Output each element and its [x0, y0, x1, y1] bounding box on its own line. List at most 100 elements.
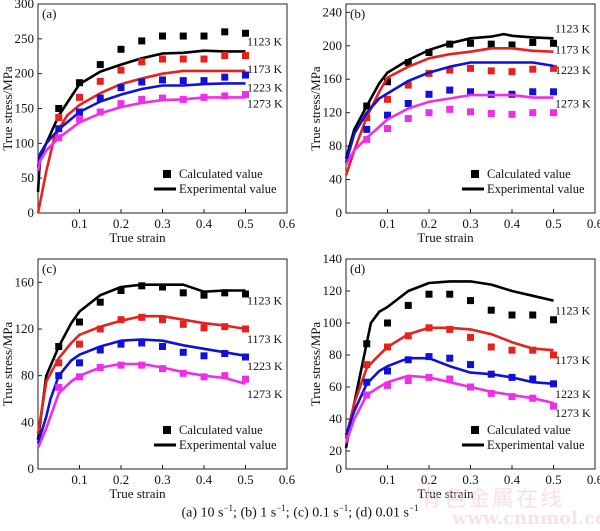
calculated-point [138, 95, 146, 103]
calculated-point [384, 111, 391, 119]
calculated-point [425, 373, 433, 381]
calculated-point [467, 64, 474, 72]
calculated-point [200, 32, 208, 40]
calculated-point [363, 391, 371, 399]
calculated-point [221, 323, 229, 331]
calculated-point [159, 283, 166, 291]
caption-sup: −1 [276, 503, 286, 513]
calculated-point [404, 59, 412, 67]
x-axis-label: True strain [109, 230, 166, 245]
legend-experimental-label: Experimental value [179, 182, 277, 196]
calculated-point [467, 297, 474, 305]
legend-calculated-label: Calculated value [487, 423, 571, 437]
calculated-point [508, 311, 516, 319]
calculated-point [55, 359, 63, 367]
calculated-point [55, 125, 63, 133]
calculated-point [425, 324, 433, 332]
caption-sup: −1 [338, 503, 349, 513]
calculated-point [179, 320, 187, 328]
x-tick-label: 0.6 [587, 216, 600, 231]
caption-sup: −1 [408, 503, 419, 513]
calculated-point [138, 78, 146, 86]
panel-label: (c) [42, 261, 56, 276]
calculated-point [550, 351, 557, 359]
calculated-point [55, 343, 63, 350]
calculated-point [117, 316, 125, 324]
y-tick-label: 120 [15, 321, 35, 336]
series-label: 1223 K [555, 63, 591, 77]
x-axis-label: True strain [417, 230, 474, 245]
calculated-point [467, 333, 474, 341]
legend-calculated-marker [471, 170, 479, 178]
calculated-point [363, 102, 371, 110]
y-tick-label: 50 [21, 170, 34, 185]
x-tick-label: 0.3 [154, 216, 170, 231]
x-tick-label: 0.6 [279, 216, 296, 231]
calculated-point [138, 282, 146, 290]
calculated-point [96, 94, 104, 102]
calculated-point [159, 365, 166, 373]
calculated-point [384, 78, 391, 86]
x-tick-label: 0.3 [462, 472, 478, 487]
calculated-point [55, 105, 63, 112]
y-axis-label: True stress/MPa [308, 322, 323, 407]
x-tick-label: 0.1 [379, 472, 395, 487]
caption-sep: ; [348, 505, 356, 521]
series-label: 1273 K [555, 406, 591, 420]
caption-part: (c) 0.1 s [293, 505, 339, 521]
x-tick-label: 0.5 [237, 216, 253, 231]
calculated-point [138, 58, 146, 66]
experimental-line [344, 32, 554, 160]
calculated-point [404, 81, 412, 89]
calculated-point [363, 125, 371, 133]
calculated-point [550, 64, 557, 72]
calculated-point [446, 40, 454, 48]
calculated-point [467, 39, 474, 47]
calculated-point [179, 289, 187, 297]
series-label: 1123 K [555, 304, 591, 318]
calculated-point [242, 353, 249, 361]
calculated-point [242, 91, 249, 99]
calculated-point [529, 346, 537, 354]
y-tick-label: 140 [323, 251, 343, 266]
series-label: 1173 K [247, 62, 283, 76]
calculated-point [384, 95, 391, 103]
calculated-point [446, 325, 454, 333]
series-label: 1223 K [247, 80, 283, 94]
calculated-point [508, 373, 516, 381]
calculated-point [117, 45, 125, 53]
caption-sep: ; [285, 505, 294, 521]
x-axis-label: True strain [109, 486, 166, 501]
series-label: 1123 K [247, 34, 283, 48]
calculated-point [200, 291, 208, 299]
y-tick-label: 0 [28, 461, 35, 476]
calculated-point [76, 318, 83, 326]
calculated-point [242, 325, 249, 333]
y-tick-label: 150 [15, 101, 35, 116]
calculated-point [159, 76, 166, 84]
experimental-line [36, 314, 246, 435]
calculated-point [529, 311, 537, 319]
calculated-point [159, 55, 166, 63]
x-axis-label: True strain [417, 486, 474, 501]
x-tick-label: 0.6 [587, 472, 600, 487]
calculated-point [550, 380, 557, 388]
calculated-point [117, 340, 125, 348]
calculated-point [404, 115, 412, 123]
calculated-point [179, 32, 187, 40]
calculated-point [404, 301, 412, 309]
calculated-point [550, 39, 557, 47]
calculated-point [487, 67, 495, 75]
series-label: 1173 K [247, 332, 283, 346]
calculated-point [117, 84, 125, 92]
calculated-point [529, 375, 537, 383]
calculated-point [117, 100, 125, 108]
y-tick-label: 200 [15, 66, 35, 81]
calculated-point [76, 340, 83, 348]
legend-calculated-label: Calculated value [487, 167, 571, 181]
calculated-point [179, 95, 187, 103]
calculated-point [242, 29, 249, 37]
calculated-point [467, 108, 474, 116]
experimental-line [344, 61, 554, 164]
